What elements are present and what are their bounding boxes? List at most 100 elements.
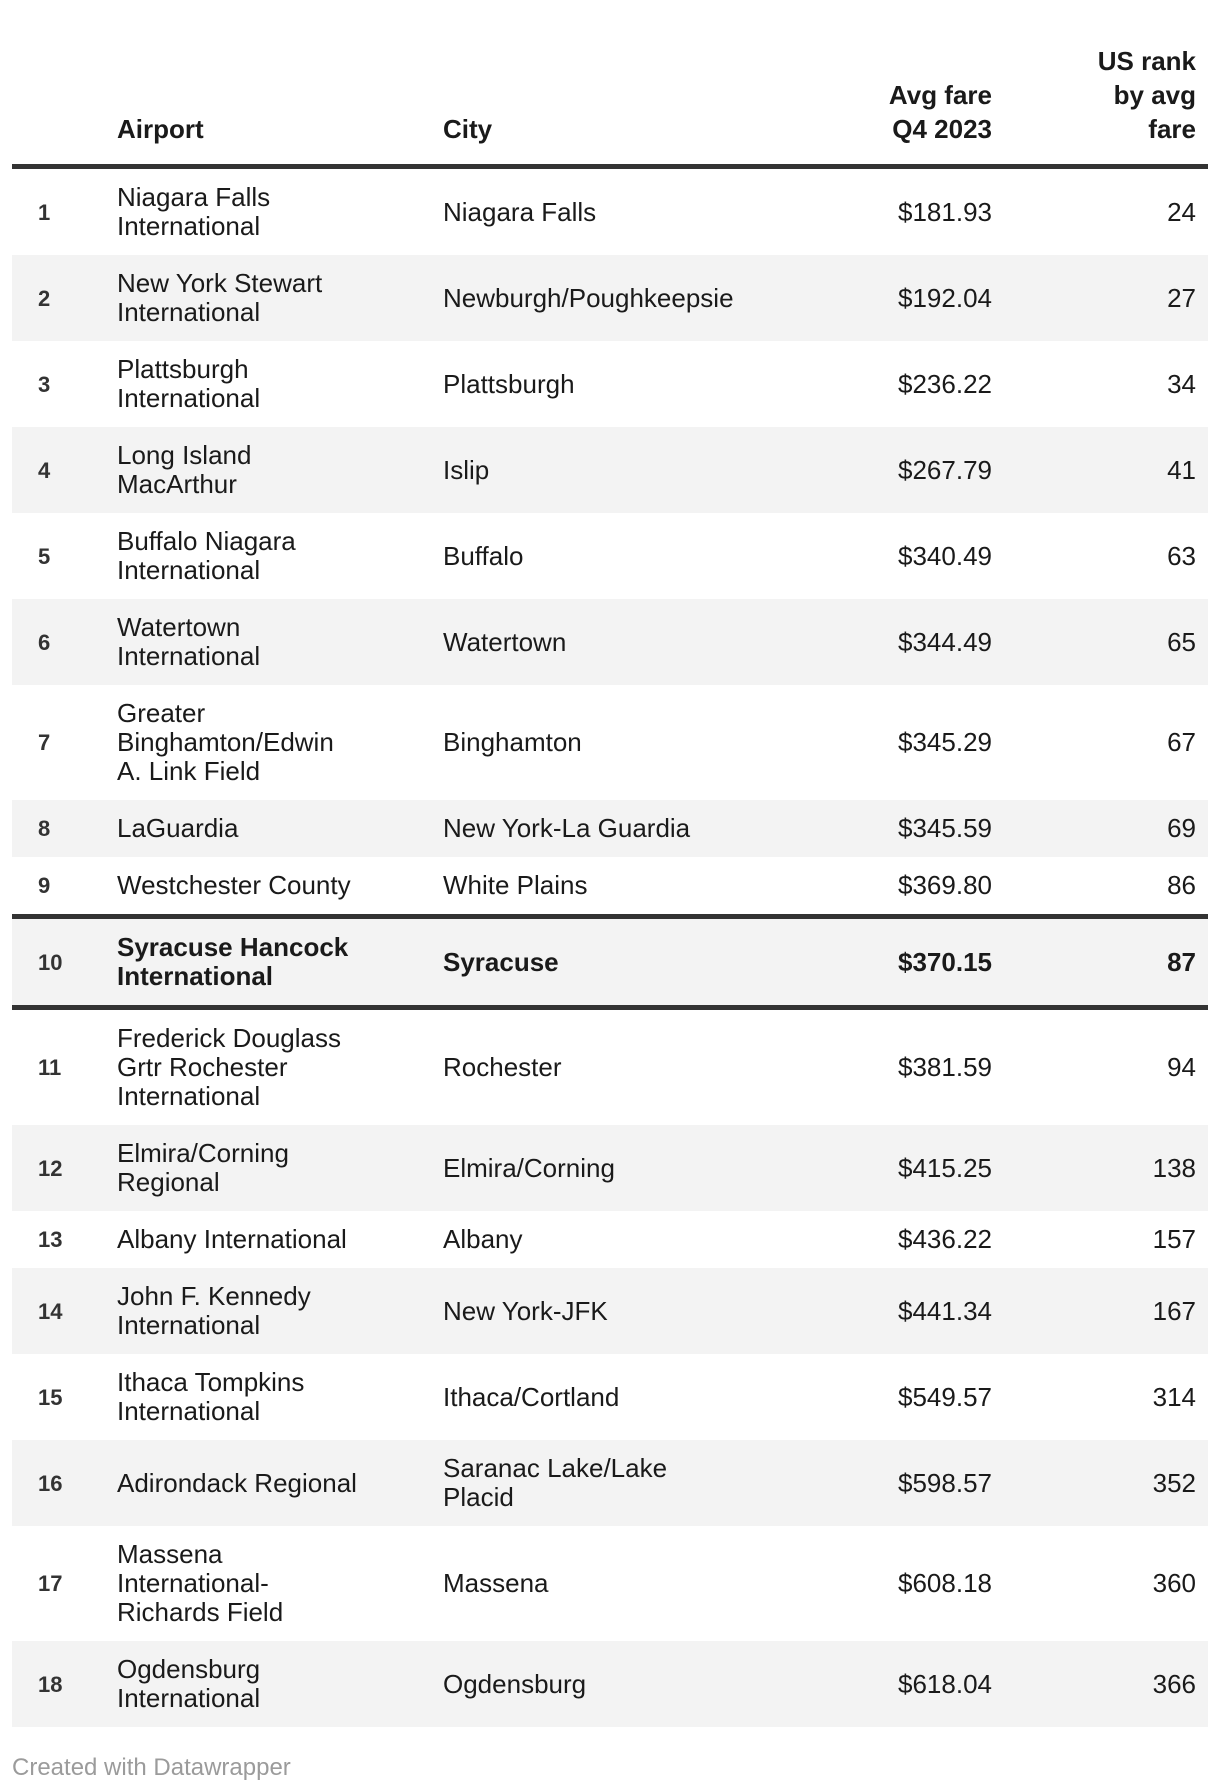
airport-cell: Niagara Falls International	[117, 182, 271, 241]
table-row: 13 Albany International Albany $436.22 157	[12, 1211, 1208, 1268]
rank-column-header: US rank by avg fare	[1004, 0, 1208, 169]
airport-cell: Albany International	[117, 1224, 347, 1254]
row-number-column-header	[12, 0, 117, 169]
fare-cell: $267.79	[743, 427, 1004, 513]
city-cell: Massena	[443, 1568, 549, 1598]
table-row: 1 Niagara Falls International Niagara Fall…	[12, 167, 1208, 256]
rank-cell: 360	[1152, 1568, 1196, 1598]
table-row: 18 Ogdensburg International Ogdensburg $618…	[12, 1641, 1208, 1727]
city-cell: Watertown	[443, 599, 743, 685]
city-cell: Islip	[443, 427, 743, 513]
city-cell: Syracuse	[443, 914, 743, 1010]
table-row: 14 John F. Kennedy International New York-…	[12, 1268, 1208, 1354]
table-row: 8 LaGuardia New York-La Guardia $345.59 69	[12, 800, 1208, 857]
fare-cell: $436.22	[898, 1224, 992, 1254]
airport-cell: Plattsburgh International	[117, 354, 261, 413]
city-cell: New York-La Guardia	[443, 800, 743, 857]
airport-cell: Long Island MacArthur	[117, 427, 443, 513]
airport-cell: Adirondack Regional	[117, 1440, 443, 1526]
city-cell: Buffalo	[443, 540, 524, 571]
rank-cell: 27	[1004, 255, 1208, 341]
rank-cell: 138	[1004, 1125, 1208, 1211]
row-number-cell: 18	[12, 1641, 117, 1727]
rank-cell: 94	[1167, 1052, 1196, 1082]
airport-cell: Buffalo Niagara International	[117, 526, 296, 585]
table-row: 10 Syracuse Hancock International Syracuse…	[12, 914, 1208, 1010]
row-number-cell: 15	[38, 1384, 63, 1410]
table-row: 6 Watertown International Watertown $344.49…	[12, 599, 1208, 685]
airport-cell: John F. Kennedy International	[117, 1268, 443, 1354]
airport-cell: Massena International- Richards Field	[117, 1539, 284, 1627]
row-number-cell: 11	[38, 1055, 62, 1080]
city-cell: Elmira/Corning	[443, 1125, 743, 1211]
rank-cell: 157	[1152, 1224, 1196, 1254]
fare-cell: $618.04	[743, 1641, 1004, 1727]
row-number-cell: 8	[12, 800, 117, 857]
airport-cell: Frederick Douglass Grtr Rochester Intern…	[117, 1023, 341, 1111]
row-number-cell: 6	[12, 599, 117, 685]
airport-cell: Syracuse Hancock International	[117, 914, 443, 1010]
row-number-cell: 3	[38, 371, 51, 397]
fare-cell: $381.59	[898, 1052, 992, 1082]
table-row: 4 Long Island MacArthur Islip $267.79 41	[12, 427, 1208, 513]
fare-cell: $340.49	[898, 540, 992, 571]
airport-fare-table: Airport City Avg fare Q4 2023 US rank by…	[12, 0, 1208, 1727]
rank-cell: 69	[1004, 800, 1208, 857]
row-number-cell: 9	[38, 873, 51, 898]
row-number-cell: 7	[38, 730, 51, 755]
row-number-cell: 14	[12, 1268, 117, 1354]
city-cell: Newburgh/Poughkeepsie	[443, 255, 743, 341]
fare-cell: $598.57	[743, 1440, 1004, 1526]
table-row: 15 Ithaca Tompkins International Ithaca/Co…	[12, 1354, 1208, 1440]
airport-cell: Greater Binghamton/Edwin A. Link Field	[117, 698, 334, 786]
rank-cell: 41	[1004, 427, 1208, 513]
airport-cell: New York Stewart International	[117, 255, 443, 341]
rank-cell: 34	[1167, 368, 1196, 399]
fare-cell: $344.49	[743, 599, 1004, 685]
row-number-cell: 1	[38, 199, 51, 225]
city-cell: Plattsburgh	[443, 368, 575, 399]
fare-cell: $345.29	[898, 727, 992, 757]
fare-column-header: Avg fare Q4 2023	[743, 0, 1004, 169]
airport-cell: Ithaca Tompkins International	[117, 1367, 305, 1426]
datawrapper-credit: Created with Datawrapper	[12, 1754, 291, 1781]
row-number-cell: 10	[12, 914, 117, 1010]
table-row: 7 Greater Binghamton/Edwin A. Link Field B…	[12, 685, 1208, 800]
rank-cell: 167	[1004, 1268, 1208, 1354]
fare-cell: $369.80	[898, 870, 992, 900]
row-number-cell: 17	[38, 1571, 63, 1596]
rank-cell: 67	[1167, 727, 1196, 757]
rank-cell: 63	[1167, 540, 1196, 571]
rank-cell: 86	[1167, 870, 1196, 900]
fare-cell: $370.15	[743, 914, 1004, 1010]
rank-cell: 87	[1004, 914, 1208, 1010]
rank-cell: 352	[1004, 1440, 1208, 1526]
rank-cell: 366	[1004, 1641, 1208, 1727]
row-number-cell: 16	[12, 1440, 117, 1526]
table-row: 9 Westchester County White Plains $369.80 86	[12, 857, 1208, 917]
row-number-cell: 4	[12, 427, 117, 513]
fare-cell: $192.04	[743, 255, 1004, 341]
table-row: 5 Buffalo Niagara International Buffalo $34…	[12, 513, 1208, 599]
city-column-header: City	[443, 0, 743, 169]
rank-cell: 65	[1004, 599, 1208, 685]
airport-cell: LaGuardia	[117, 800, 443, 857]
row-number-cell: 12	[12, 1125, 117, 1211]
fare-cell: $415.25	[743, 1125, 1004, 1211]
table-row: 2 New York Stewart International Newburgh/…	[12, 255, 1208, 341]
city-cell: Binghamton	[443, 727, 582, 757]
airport-cell: Ogdensburg International	[117, 1641, 443, 1727]
airport-cell: Westchester County	[117, 870, 351, 900]
city-cell: Niagara Falls	[443, 196, 597, 227]
table-header: Airport City Avg fare Q4 2023 US rank by…	[12, 0, 1208, 169]
fare-cell: $549.57	[898, 1381, 992, 1412]
city-cell: Saranac Lake/Lake Placid	[443, 1440, 743, 1526]
airport-cell: Elmira/Corning Regional	[117, 1125, 443, 1211]
city-cell: Ithaca/Cortland	[443, 1381, 620, 1412]
city-cell: Albany	[443, 1224, 523, 1254]
table-header-row: Airport City Avg fare Q4 2023 US rank by…	[12, 0, 1208, 169]
table-row: 17 Massena International- Richards Field M…	[12, 1526, 1208, 1641]
rank-cell: 24	[1167, 196, 1196, 227]
city-cell: Rochester	[443, 1052, 562, 1082]
